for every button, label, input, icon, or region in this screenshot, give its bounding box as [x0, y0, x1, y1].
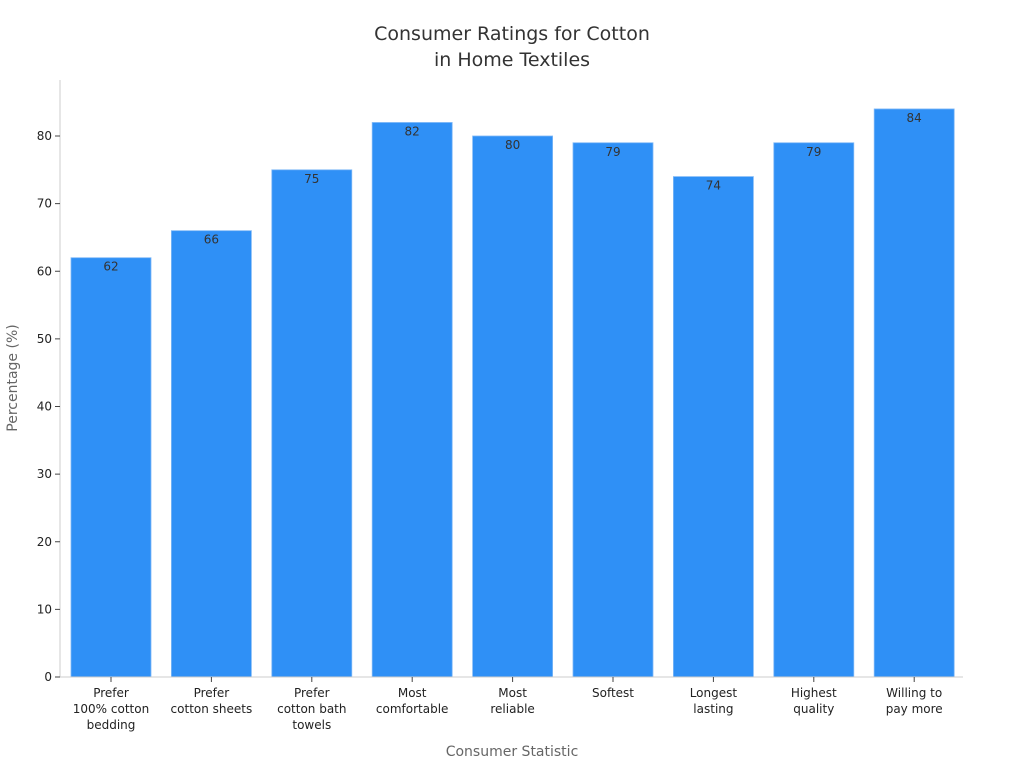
- x-tick-label: Most: [498, 686, 527, 700]
- bar: [673, 176, 754, 678]
- x-tick-label: lasting: [693, 702, 733, 716]
- x-tick-label: Highest: [791, 686, 837, 700]
- bar: [371, 122, 453, 678]
- bar: [170, 230, 252, 678]
- y-tick-label: 70: [37, 197, 52, 211]
- y-tick-label: 50: [37, 332, 52, 346]
- bar: [271, 169, 353, 678]
- x-tick-label: Prefer: [194, 686, 230, 700]
- x-axis: Prefer 100% cotton bedding Prefer cotton she…: [60, 676, 963, 732]
- x-tick-label: 100% cotton: [73, 702, 149, 716]
- x-axis-label: Consumer Statistic: [446, 744, 579, 760]
- x-tick-label: cotton sheets: [171, 702, 253, 716]
- x-tick-label: cotton bath: [277, 702, 346, 716]
- y-tick-label: 20: [37, 535, 52, 549]
- x-tick-label: Prefer: [294, 686, 330, 700]
- bars: 62 66 75 82 80 79 74 79 84: [70, 108, 955, 678]
- bar-value-label: 74: [706, 179, 721, 193]
- y-tick-label: 30: [37, 467, 52, 481]
- y-tick-label: 0: [44, 670, 52, 684]
- bar-value-label: 66: [204, 233, 219, 247]
- bar-value-label: 84: [907, 111, 922, 125]
- bar-value-label: 79: [806, 145, 821, 159]
- y-axis: 0 10 20 30 40 50 60 70 80: [37, 80, 61, 684]
- y-axis-label: Percentage (%): [5, 324, 21, 431]
- x-tick-label: Willing to: [886, 686, 942, 700]
- chart-title-line: in Home Textiles: [434, 49, 590, 71]
- x-tick-label: pay more: [886, 702, 943, 716]
- x-tick-label: Longest: [690, 686, 738, 700]
- bar: [70, 257, 152, 678]
- x-tick-label: Most: [398, 686, 427, 700]
- bar-value-label: 75: [304, 172, 319, 186]
- y-tick-label: 60: [37, 264, 52, 278]
- bar: [773, 142, 855, 678]
- x-tick-label: towels: [292, 718, 331, 732]
- bar: [873, 108, 955, 678]
- x-tick-label: comfortable: [376, 702, 449, 716]
- bar: [472, 135, 554, 678]
- x-tick-label: reliable: [490, 702, 534, 716]
- y-tick-label: 40: [37, 400, 52, 414]
- x-tick-label: quality: [793, 702, 834, 716]
- chart-title: Consumer Ratings for Cotton in Home Texti…: [374, 23, 650, 71]
- chart-title-line: Consumer Ratings for Cotton: [374, 23, 650, 45]
- x-tick-label: bedding: [87, 718, 136, 732]
- x-tick-label: Prefer: [93, 686, 129, 700]
- y-tick-label: 10: [37, 602, 52, 616]
- bar: [572, 142, 654, 678]
- bar-value-label: 62: [103, 260, 118, 274]
- bar-value-label: 80: [505, 138, 520, 152]
- x-tick-label: Softest: [592, 686, 634, 700]
- bar-value-label: 82: [405, 124, 420, 138]
- y-tick-label: 80: [37, 129, 52, 143]
- bar-value-label: 79: [605, 145, 620, 159]
